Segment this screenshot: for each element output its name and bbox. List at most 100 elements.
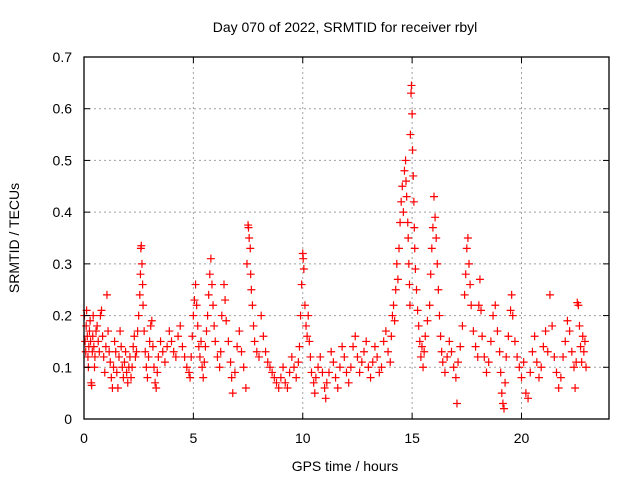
data-point [213,352,222,361]
data-point [228,389,237,398]
data-point [285,368,294,377]
data-point [309,378,318,387]
data-point [190,296,199,305]
data-point [146,321,155,330]
data-point [543,347,552,356]
data-point [178,342,187,351]
data-point [217,311,226,320]
y-tick-label: 0.2 [53,308,73,324]
data-point [575,321,584,330]
data-point [373,352,382,361]
y-tick-label: 0.6 [53,101,73,117]
data-point [335,363,344,372]
data-point [379,337,388,346]
data-point [140,327,149,336]
data-point [357,358,366,367]
data-point [554,383,563,392]
y-tick-label: 0.1 [53,359,73,375]
data-point [466,280,475,289]
data-point [574,301,583,310]
data-point [245,234,254,242]
data-point [513,352,522,361]
data-point [344,378,353,387]
data-point [160,358,169,367]
data-point [241,383,250,392]
data-point [482,368,491,377]
data-point [314,363,323,372]
data-point [131,352,140,361]
data-point [121,347,130,356]
data-point [209,301,218,310]
x-tick-label: 5 [189,430,197,446]
data-point [567,347,576,356]
data-point [493,327,502,336]
plot-frame [83,56,610,420]
data-point [489,311,498,320]
data-point [305,337,314,346]
data-point [428,223,437,232]
data-point [233,342,242,351]
data-point [501,378,510,387]
data-point [120,358,129,367]
data-point [130,332,139,341]
data-point [100,368,109,377]
data-point [402,192,411,201]
x-tick-label: 20 [514,430,530,446]
data-point [151,378,160,387]
data-point [198,363,207,372]
data-point [207,280,216,289]
data-point [392,259,401,268]
data-point [322,378,331,387]
data-point [283,383,292,392]
data-point [396,218,405,227]
data-point [227,373,236,382]
data-point [145,337,154,346]
data-point [142,363,151,372]
data-point [478,332,487,341]
data-point [295,342,304,351]
data-point [571,383,580,392]
data-point [87,381,96,390]
data-point [351,332,360,341]
data-point [500,404,508,413]
data-point [452,399,461,408]
y-tick-label: 0.3 [53,256,73,272]
data-point [86,337,95,346]
data-point [237,347,246,356]
grid [84,57,609,419]
data-point [117,342,126,351]
data-point [268,368,277,377]
data-point [306,352,315,361]
data-point [498,399,507,408]
data-point [404,234,413,242]
data-point [115,352,123,361]
data-point [401,156,410,165]
data-point [436,332,445,341]
data-point [242,259,251,268]
data-point [191,280,200,289]
data-point [134,311,143,320]
data-point [152,383,161,392]
data-point [416,352,425,361]
data-point [320,383,329,392]
data-point [504,332,513,341]
data-point [182,363,191,372]
data-point [247,285,256,294]
data-point [403,218,412,227]
data-point [550,352,559,361]
data-point [92,327,101,336]
x-tick-label: 15 [404,430,420,446]
data-point [399,208,408,217]
data-point [384,347,393,356]
data-point [409,197,418,206]
data-point [576,342,585,351]
data-point [517,373,526,382]
data-point [110,337,119,346]
data-point [331,373,340,382]
data-point [528,347,537,356]
data-point [90,352,99,361]
data-point [96,311,105,320]
data-point [255,352,263,361]
data-point [496,368,505,377]
data-point [507,290,516,299]
